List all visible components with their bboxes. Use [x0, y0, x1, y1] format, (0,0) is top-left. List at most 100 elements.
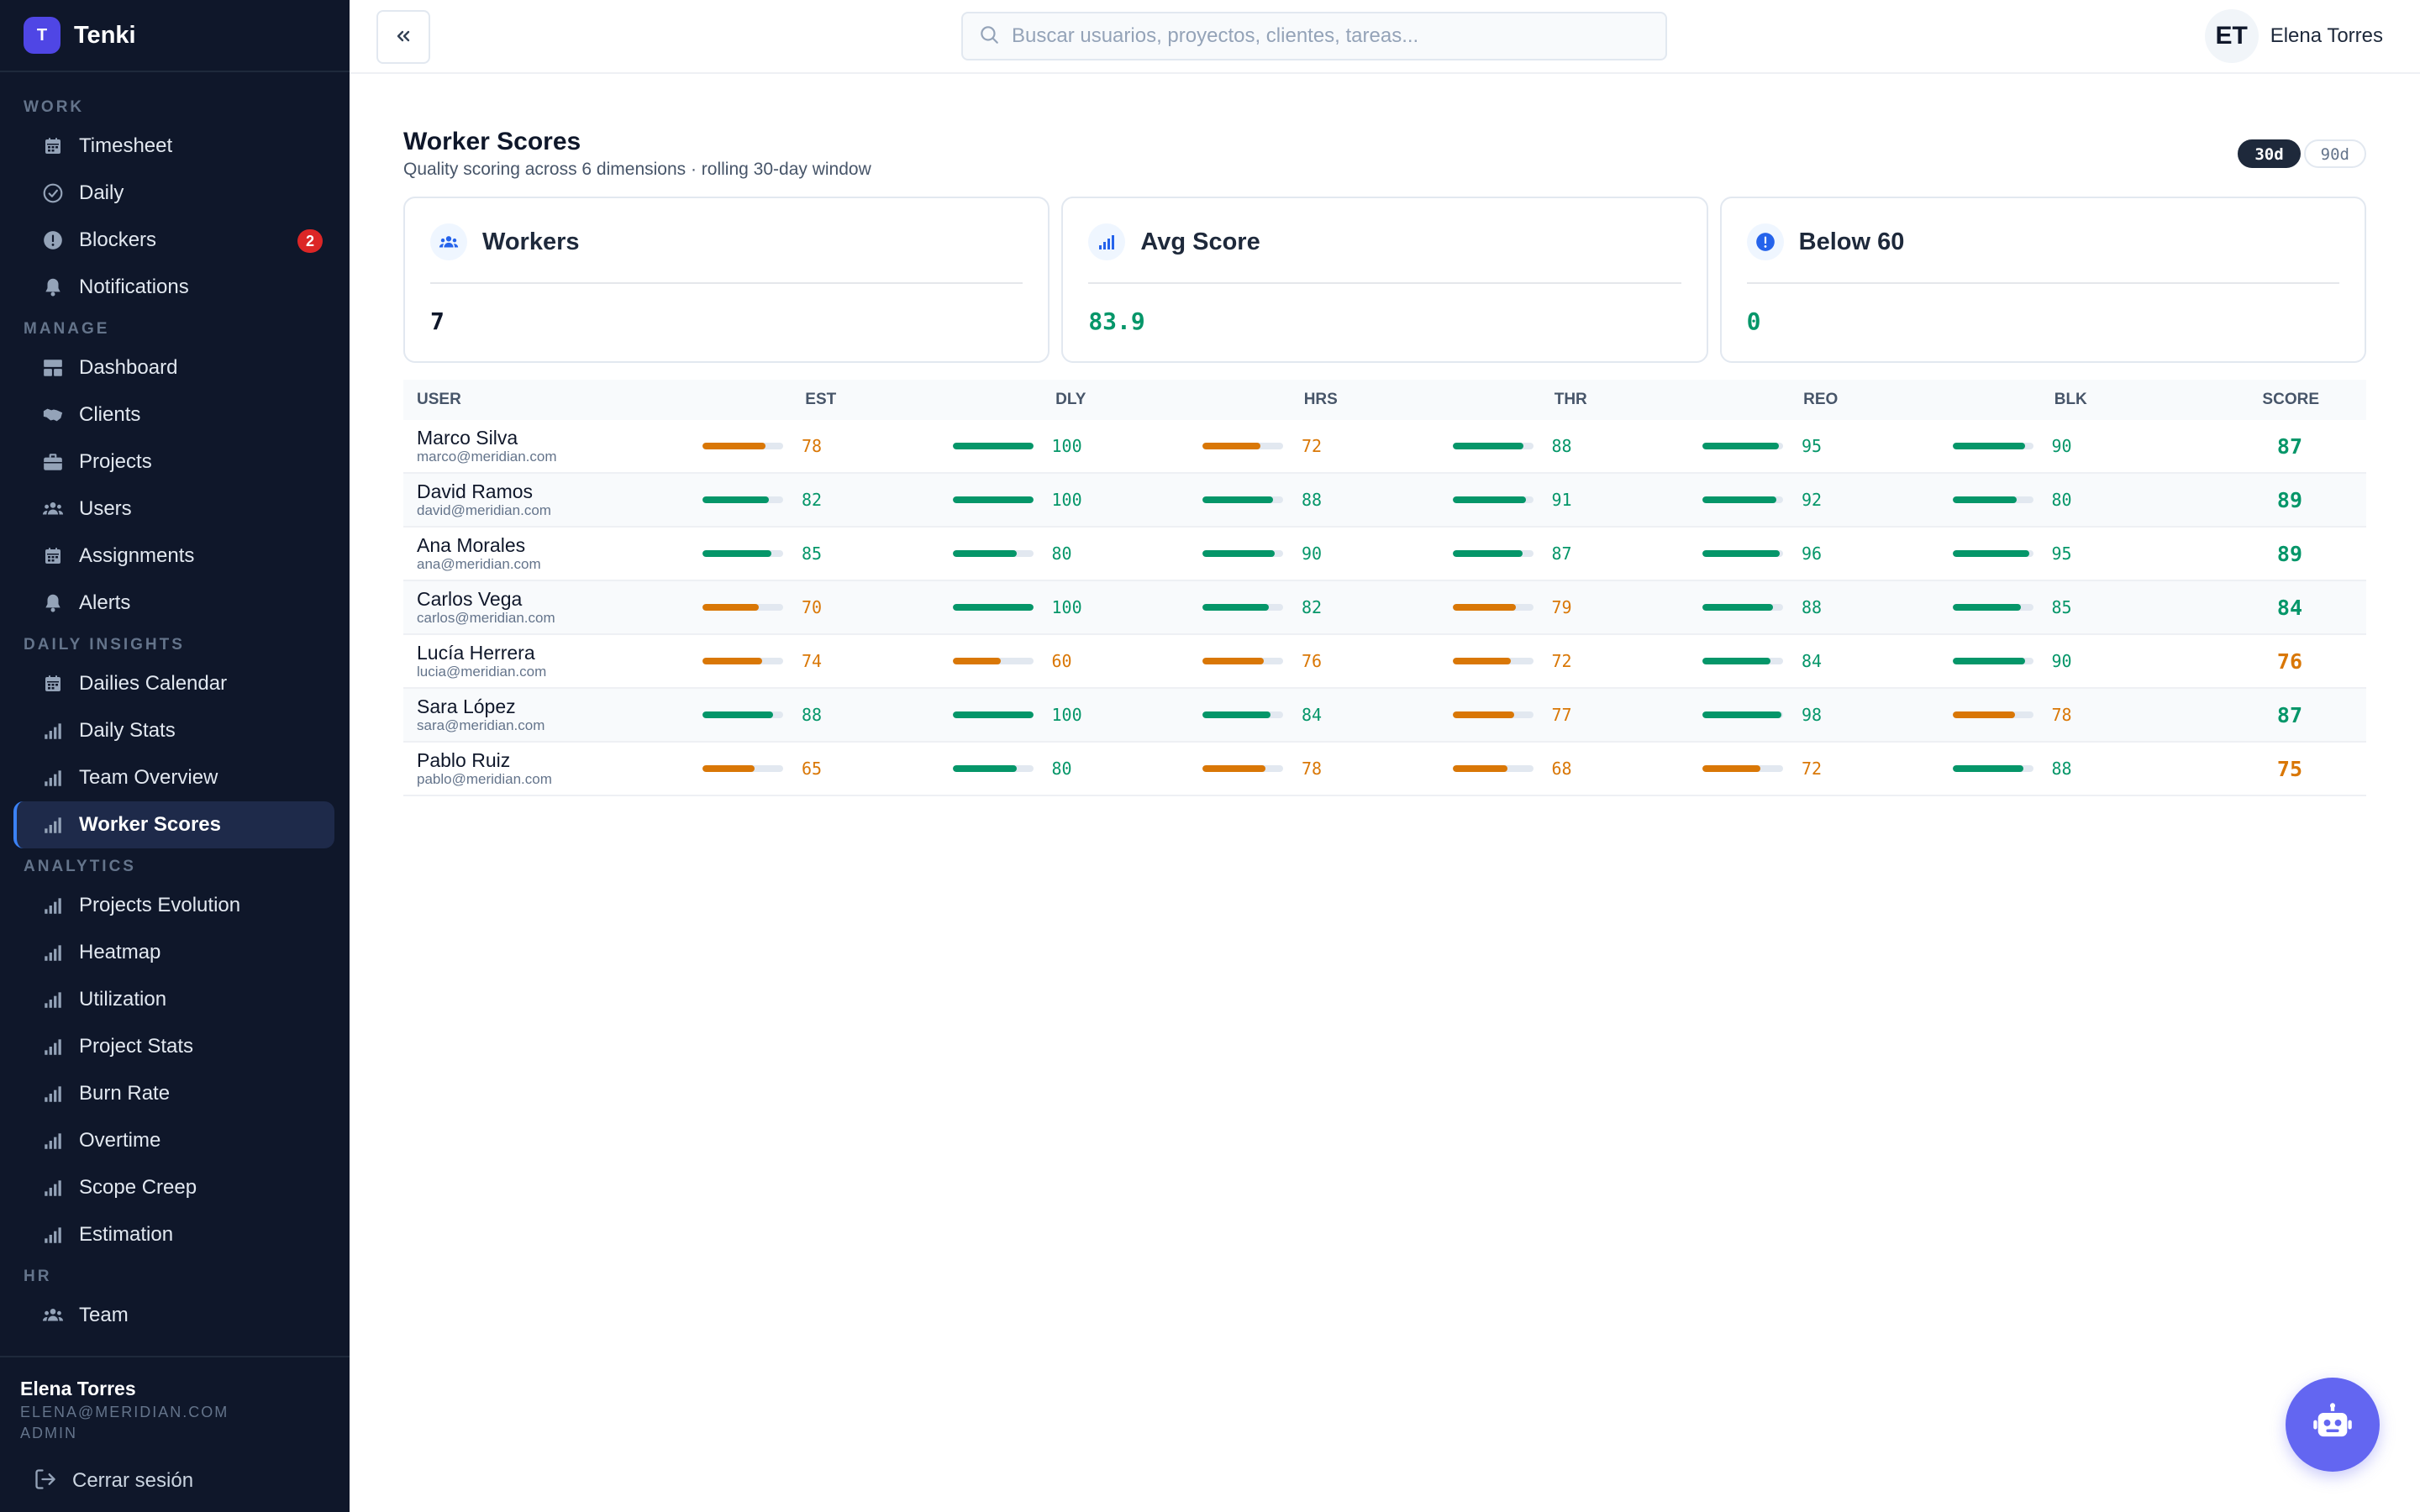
- sidebar-item-project-stats[interactable]: Project Stats: [13, 1023, 334, 1070]
- sidebar-item-blockers[interactable]: Blockers 2: [13, 217, 334, 264]
- bar-chart-icon: [42, 1224, 64, 1246]
- sidebar-item-dashboard[interactable]: Dashboard: [13, 344, 334, 391]
- sidebar-item-projects[interactable]: Projects: [13, 438, 334, 486]
- sidebar-item-daily-stats[interactable]: Daily Stats: [13, 707, 334, 754]
- footer-user-name: Elena Torres: [20, 1378, 136, 1399]
- brand[interactable]: T Tenki: [0, 0, 350, 72]
- score-bar-fill: [1702, 443, 1780, 449]
- global-search[interactable]: [961, 12, 1667, 60]
- sidebar-item-label: Project Stats: [79, 1035, 194, 1058]
- logout-icon: [34, 1467, 57, 1495]
- sidebar-item-team-overview[interactable]: Team Overview: [13, 754, 334, 801]
- table-row[interactable]: Ana Morales ana@meridian.com 85 80 90 87 96 95 8…: [403, 528, 2366, 581]
- score-bar-fill: [1702, 658, 1770, 664]
- user-email: ana@meridian.com: [417, 556, 541, 572]
- user-cell: Marco Silva marco@meridian.com: [403, 427, 696, 465]
- metric-value: 100: [1051, 490, 1082, 510]
- score-bar-fill: [702, 604, 760, 611]
- metric-value: 80: [2051, 490, 2072, 510]
- column-header-est[interactable]: EST: [805, 391, 837, 408]
- sidebar-item-overtime[interactable]: Overtime: [13, 1117, 334, 1164]
- column-header-thr[interactable]: THR: [1554, 391, 1587, 408]
- table-row[interactable]: Sara López sara@meridian.com 88 100 84 77 98 78…: [403, 689, 2366, 743]
- column-header-user[interactable]: USER: [417, 391, 461, 408]
- metric-value: 72: [1802, 759, 1823, 779]
- metric-value: 100: [1051, 597, 1082, 617]
- metric-value: 78: [1302, 759, 1323, 779]
- metric-cell-thr: 79: [1446, 597, 1697, 617]
- column-header-blk[interactable]: BLK: [2054, 391, 2087, 408]
- handshake-icon: [42, 404, 64, 426]
- sidebar-item-alerts[interactable]: Alerts: [13, 580, 334, 627]
- range-option-90d[interactable]: 90d: [2303, 139, 2366, 168]
- sidebar-item-scope-creep[interactable]: Scope Creep: [13, 1164, 334, 1211]
- sidebar-item-label: Team Overview: [79, 766, 218, 789]
- summary-cards: Workers 7 Avg Score 83.9 Below 60 0: [403, 197, 2366, 363]
- collapse-sidebar-button[interactable]: [376, 10, 430, 64]
- user-email: sara@meridian.com: [417, 717, 545, 733]
- main-area: ET Elena Torres Worker Scores Quality sc…: [350, 0, 2420, 1512]
- user-menu[interactable]: ET Elena Torres: [2204, 8, 2383, 64]
- range-option-30d[interactable]: 30d: [2238, 139, 2301, 168]
- column-header-score[interactable]: SCORE: [2262, 391, 2319, 408]
- search-input[interactable]: [1012, 24, 1650, 48]
- sidebar-item-assignments[interactable]: Assignments: [13, 533, 334, 580]
- sidebar-item-users[interactable]: Users: [13, 486, 334, 533]
- assistant-button[interactable]: [2286, 1378, 2380, 1472]
- logout-button[interactable]: Cerrar sesión: [20, 1464, 329, 1498]
- metric-cell-dly: 100: [946, 597, 1197, 617]
- sidebar-item-heatmap[interactable]: Heatmap: [13, 929, 334, 976]
- metric-value: 60: [1051, 651, 1072, 671]
- metric-value: 76: [1302, 651, 1323, 671]
- briefcase-icon: [42, 451, 64, 473]
- sidebar-item-timesheet[interactable]: Timesheet: [13, 123, 334, 170]
- blockers-count-badge: 2: [297, 229, 323, 253]
- sidebar-item-daily[interactable]: Daily: [13, 170, 334, 217]
- score-bar-fill: [702, 496, 769, 503]
- metric-cell-blk: 90: [1946, 436, 2196, 456]
- page-subtitle: Quality scoring across 6 dimensions · ro…: [403, 160, 871, 179]
- column-header-reo[interactable]: REO: [1803, 391, 1839, 408]
- user-cell: Carlos Vega carlos@meridian.com: [403, 588, 696, 627]
- column-header-hrs[interactable]: HRS: [1303, 391, 1338, 408]
- sidebar-item-label: Estimation: [79, 1223, 174, 1246]
- sidebar-item-label: Alerts: [79, 591, 131, 614]
- users-icon: [42, 498, 64, 520]
- sidebar-item-notifications[interactable]: Notifications: [13, 264, 334, 311]
- metric-value: 85: [802, 543, 823, 564]
- score-bar-fill: [1702, 765, 1761, 772]
- total-score: 89: [2276, 487, 2302, 512]
- sidebar-item-utilization[interactable]: Utilization: [13, 976, 334, 1023]
- bar-chart-icon: [42, 1083, 64, 1105]
- metric-value: 77: [1551, 705, 1572, 725]
- sidebar-footer: Elena Torres ELENA@MERIDIAN.COM ADMIN Ce…: [0, 1356, 350, 1512]
- metric-value: 90: [1302, 543, 1323, 564]
- table-row[interactable]: Marco Silva marco@meridian.com 78 100 72 88 95…: [403, 420, 2366, 474]
- score-bar-fill: [1452, 711, 1515, 718]
- user-name: Sara López: [417, 696, 516, 717]
- sidebar-item-dailies-calendar[interactable]: Dailies Calendar: [13, 660, 334, 707]
- bar-chart-icon: [42, 814, 64, 836]
- card-value: 7: [430, 307, 445, 335]
- table-row[interactable]: David Ramos david@meridian.com 82 100 88 91 92…: [403, 474, 2366, 528]
- metric-cell-hrs: 82: [1196, 597, 1446, 617]
- sidebar-item-burn-rate[interactable]: Burn Rate: [13, 1070, 334, 1117]
- calendar-icon: [42, 673, 64, 695]
- bar-chart-icon: [42, 767, 64, 789]
- table-row[interactable]: Lucía Herrera lucia@meridian.com 74 60 76 72 8…: [403, 635, 2366, 689]
- score-bar: [1452, 711, 1534, 718]
- metric-cell-thr: 88: [1446, 436, 1697, 456]
- sidebar-item-clients[interactable]: Clients: [13, 391, 334, 438]
- search-icon: [978, 24, 1000, 50]
- table-row[interactable]: Pablo Ruiz pablo@meridian.com 65 80 78 68 72 88…: [403, 743, 2366, 796]
- table-row[interactable]: Carlos Vega carlos@meridian.com 70 100 82 79 8…: [403, 581, 2366, 635]
- score-bar: [952, 658, 1034, 664]
- column-header-dly[interactable]: DLY: [1055, 391, 1086, 408]
- sidebar-nav: WORK Timesheet Daily Blockers 2 Notifications…: [0, 72, 350, 1339]
- nav-section-title: HR: [24, 1268, 52, 1285]
- sidebar-item-team[interactable]: Team: [13, 1292, 334, 1339]
- sidebar-item-projects-evolution[interactable]: Projects Evolution: [13, 882, 334, 929]
- metric-cell-est: 82: [696, 490, 946, 510]
- sidebar-item-estimation[interactable]: Estimation: [13, 1211, 334, 1258]
- sidebar-item-worker-scores[interactable]: Worker Scores: [13, 801, 334, 848]
